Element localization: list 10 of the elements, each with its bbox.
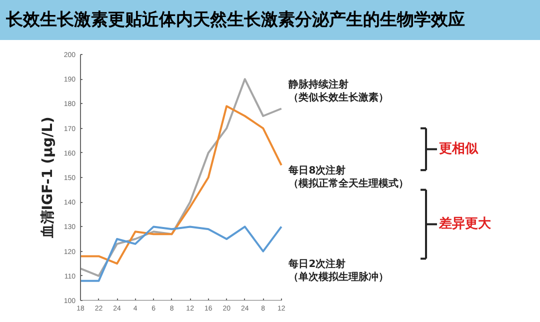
series-label: 静脉持续注射（类似长效生长激素） xyxy=(288,78,389,104)
line-series xyxy=(80,78,282,277)
chart-title: 长效生长激素更贴近体内天然生长激素分泌产生的生物学效应 xyxy=(6,9,465,32)
text: 差异更大 xyxy=(438,216,492,232)
text: 更相似 xyxy=(438,142,479,157)
text: 每日2次注射（单次模拟生理脉冲） xyxy=(288,258,389,284)
line-series xyxy=(80,226,282,282)
series-label: 每日8次注射（模拟正常全天生理模式） xyxy=(288,164,409,190)
line-series xyxy=(80,105,282,265)
y-axis-title: 血清IGF-1 (μg/L) xyxy=(40,116,56,240)
